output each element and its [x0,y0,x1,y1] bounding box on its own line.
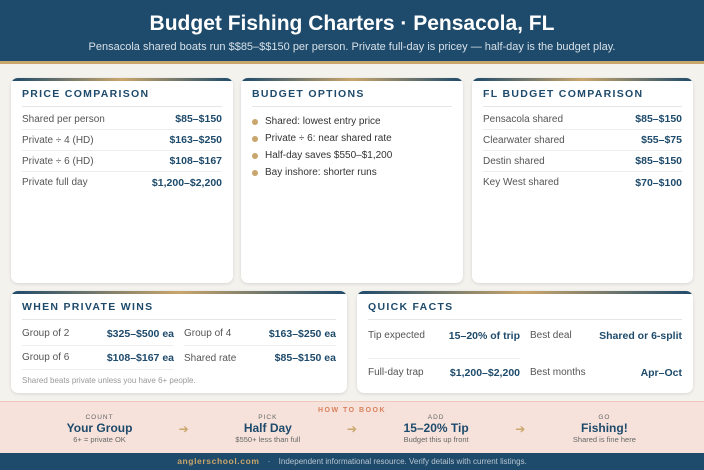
table-row: Clearwater shared $55–$75 [483,130,682,151]
budget-options-card: BUDGET OPTIONS Shared: lowest entry pric… [241,78,463,283]
table-row: Private ÷ 4 (HD) $163–$250 [22,130,222,151]
cell-label: Group of 2 [22,328,70,339]
grid-cell: Group of 2 $325–$500 ea [22,322,174,346]
how-to-book-band: HOW TO BOOK COUNT Your Group 6+ = private … [0,401,704,453]
card-title: FL BUDGET COMPARISON [483,78,682,107]
list-item: Bay inshore: shorter runs [252,164,452,181]
bullet-icon [252,118,258,125]
row-value: $85–$150 [635,155,682,167]
row-value: $1,200–$2,200 [151,176,222,189]
bullet-icon [252,169,258,176]
arrow-right-icon: ➔ [178,422,189,436]
separator: · [267,457,271,466]
table-row: Pensacola shared $85–$150 [483,109,682,130]
price-comparison-card: PRICE COMPARISON Shared per person $85–$1… [11,78,233,283]
step-desc: 6+ = private OK [73,435,126,444]
cell-value: 15–20% of trip [448,330,520,342]
card-title: BUDGET OPTIONS [252,78,452,107]
row-value: $55–$75 [641,134,682,146]
table-row: Key West shared $70–$100 [483,172,682,193]
row-value: $85–$150 [635,113,682,125]
row-label: Private ÷ 4 (HD) [22,134,94,146]
grid-cell: Full-day trap $1,200–$2,200 [368,359,520,393]
row-value: $70–$100 [635,176,682,189]
row-label: Destin shared [483,155,545,167]
card-title: WHEN PRIVATE WINS [22,291,336,320]
step-title: Half Day [243,421,292,435]
card-title: QUICK FACTS [368,291,682,320]
arrow-right-icon: ➔ [515,422,526,436]
step-title: Your Group [66,421,133,435]
item-text: Shared: lowest entry price [265,116,381,127]
table-row: Shared per person $85–$150 [22,109,222,130]
step: ADD 15–20% Tip Budget this up front [376,414,496,444]
grid-cell: Shared rate $85–$150 ea [184,346,336,370]
site-link[interactable]: anglerschool.com [177,456,260,466]
step-title: 15–20% Tip [403,421,469,435]
row-label: Private full day [22,177,88,188]
row-label: Key West shared [483,177,559,188]
step-desc: $550+ less than full [235,435,301,444]
step: COUNT Your Group 6+ = private OK [40,414,160,444]
table-row: Destin shared $85–$150 [483,151,682,172]
card-title: PRICE COMPARISON [22,78,222,107]
step-label: PICK [258,414,278,421]
row-label: Pensacola shared [483,113,564,125]
step-label: COUNT [85,414,114,421]
how-to-book-title: HOW TO BOOK [317,407,387,414]
list-item: Shared: lowest entry price [252,113,452,130]
fl-comparison-card: FL BUDGET COMPARISON Pensacola shared $85… [472,78,693,283]
row-value: $85–$150 [175,113,222,125]
cell-label: Group of 4 [184,328,232,339]
row-label: Shared per person [22,113,105,125]
grid-cell: Group of 4 $163–$250 ea [184,322,336,346]
list-item: Private ÷ 6: near shared rate [252,130,452,147]
page-subtitle: Pensacola shared boats run $$85–$$150 pe… [88,41,616,53]
grid-cell: Group of 6 $108–$167 ea [22,346,174,370]
bullet-icon [252,152,258,159]
cell-value: Shared or 6-split [599,330,682,342]
cell-value: $1,200–$2,200 [449,367,520,379]
footer: anglerschool.com · Independent informati… [0,453,704,470]
cell-label: Shared rate [184,352,237,364]
disclaimer: Independent informational resource. Veri… [278,457,527,466]
cell-value: $85–$150 ea [274,352,336,364]
bullet-icon [252,135,258,142]
cell-label: Tip expected [368,330,425,341]
step-desc: Budget this up front [403,435,469,444]
grid-cell: Best months Apr–Oct [530,359,682,393]
step-label: GO [598,414,611,421]
list-item: Half-day saves $550–$1,200 [252,147,452,164]
step: PICK Half Day $550+ less than full [208,414,328,444]
header: Budget Fishing Charters · Pensacola, FL … [0,0,704,64]
step-label: ADD [427,414,445,421]
item-text: Half-day saves $550–$1,200 [265,150,393,161]
step-desc: Shared is fine here [572,435,636,444]
quick-facts-card: QUICK FACTS Tip expected 15–20% of trip B… [357,291,693,393]
row-label: Private ÷ 6 (HD) [22,155,94,167]
cell-value: Apr–Oct [640,367,682,379]
footnote: Shared beats private unless you have 6+ … [22,376,196,385]
page-title: Budget Fishing Charters · Pensacola, FL [149,12,555,35]
cell-label: Group of 6 [22,352,70,363]
row-value: $108–$167 [169,155,222,167]
table-row: Private full day $1,200–$2,200 [22,172,222,193]
when-private-wins-card: WHEN PRIVATE WINS Group of 2 $325–$500 ea… [11,291,347,393]
grid-cell: Best deal Shared or 6-split [530,322,682,359]
grid-cell: Tip expected 15–20% of trip [368,322,520,359]
item-text: Private ÷ 6: near shared rate [265,133,392,144]
cell-value: $163–$250 ea [268,327,336,340]
cell-label: Best months [530,367,586,378]
cell-label: Full-day trap [368,367,424,378]
item-text: Bay inshore: shorter runs [265,167,377,178]
step: GO Fishing! Shared is fine here [544,414,664,444]
cell-value: $325–$500 ea [106,327,174,340]
cell-value: $108–$167 ea [106,351,174,364]
arrow-right-icon: ➔ [346,422,357,436]
table-row: Private ÷ 6 (HD) $108–$167 [22,151,222,172]
cell-label: Best deal [530,330,572,341]
row-value: $163–$250 [169,134,222,146]
row-label: Clearwater shared [483,134,565,146]
step-title: Fishing! [581,421,628,435]
